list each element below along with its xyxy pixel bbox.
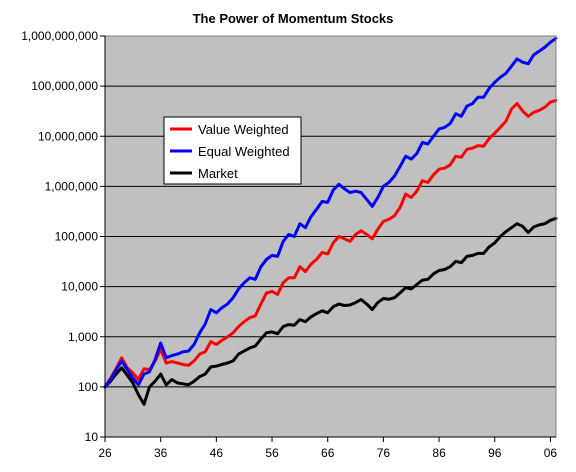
x-axis: 26 36 46 56 66 76 86 96 06 (98, 436, 558, 460)
y-tick-label: 10,000,000 (38, 129, 98, 143)
y-tick-label: 1,000,000 (45, 179, 99, 193)
legend-label: Market (198, 166, 238, 181)
x-tick-label: 96 (488, 446, 502, 460)
legend-label: Value Weighted (198, 122, 289, 137)
y-tick-label: 100 (78, 380, 98, 394)
series-line-market (103, 216, 558, 406)
x-tick-label: 46 (210, 446, 224, 460)
x-tick-label: 26 (98, 446, 112, 460)
x-tick-label: 66 (321, 446, 335, 460)
x-tick-label: 76 (377, 446, 391, 460)
y-tick-label: 100,000 (55, 230, 99, 244)
x-tick-label: 36 (154, 446, 168, 460)
y-tick-label: 10 (85, 430, 99, 444)
y-tick-label: 1,000 (68, 330, 98, 344)
series-lines (103, 36, 558, 406)
x-tick-label: 06 (544, 446, 558, 460)
legend: Value Weighted Equal Weighted Market (163, 116, 302, 185)
chart-title: The Power of Momentum Stocks (193, 11, 394, 26)
series-line-equal-weighted (103, 36, 558, 389)
y-axis: 10 100 1,000 10,000 100,000 1,000,000 10,000,0… (21, 29, 106, 444)
x-tick-label: 86 (432, 446, 446, 460)
y-tick-label: 100,000,000 (31, 79, 98, 93)
x-tick-label: 56 (265, 446, 279, 460)
legend-label: Equal Weighted (198, 144, 290, 159)
gridlines (105, 85, 556, 388)
y-tick-label: 10,000 (61, 280, 98, 294)
series-line-value-weighted (103, 98, 558, 389)
y-tick-label: 1,000,000,000 (21, 29, 98, 43)
